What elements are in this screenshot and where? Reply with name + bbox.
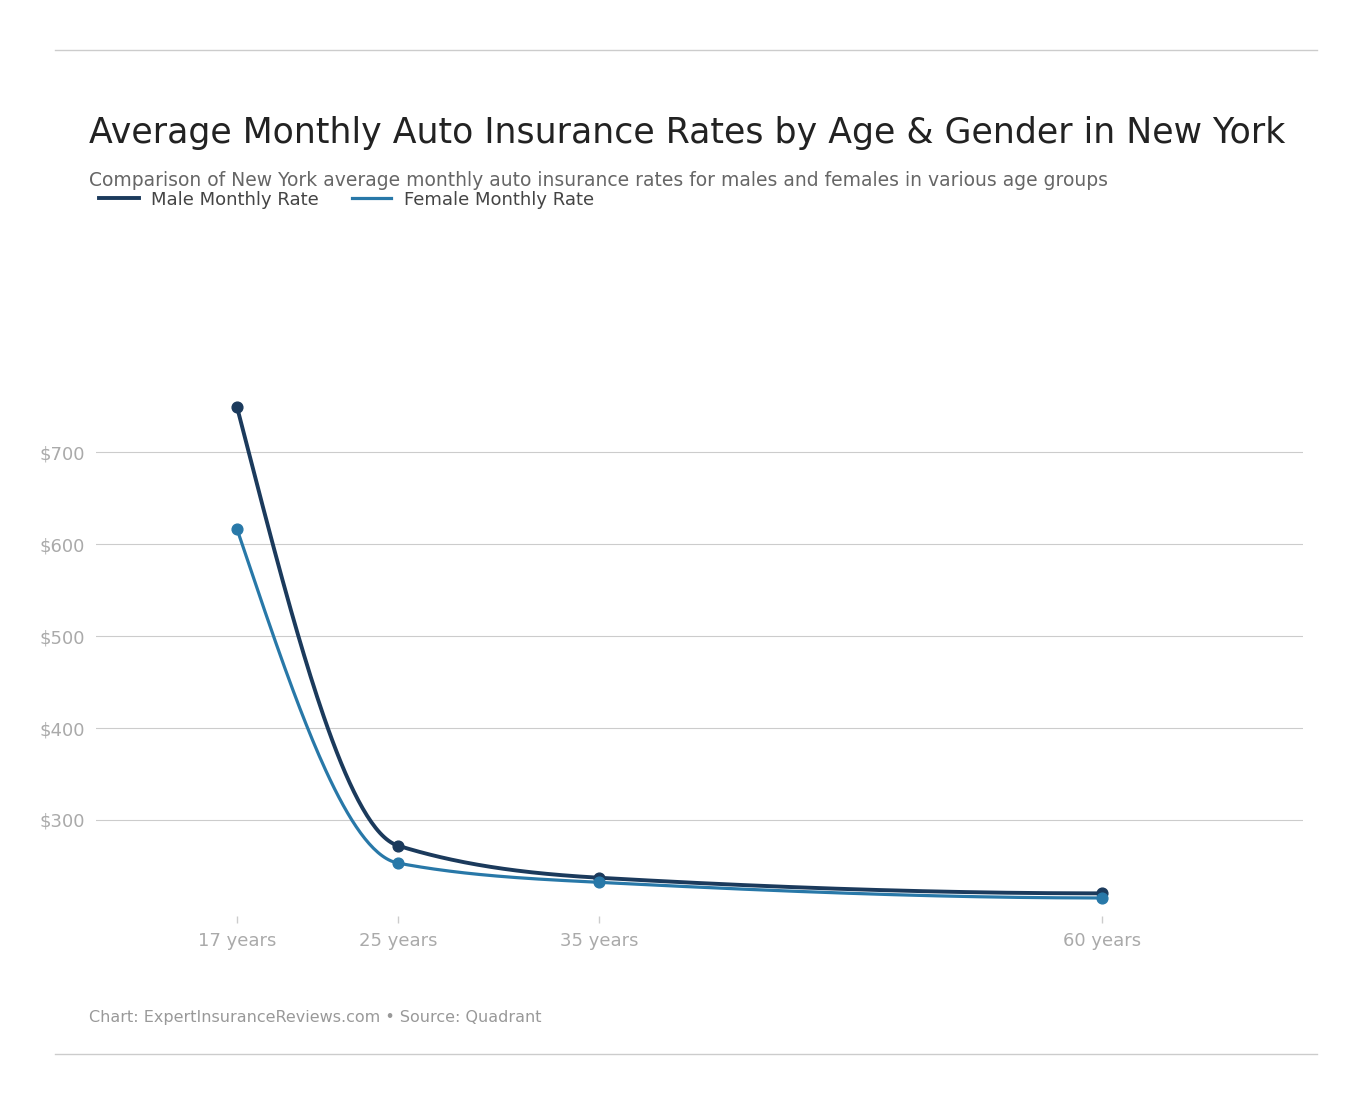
Text: Comparison of New York average monthly auto insurance rates for males and female: Comparison of New York average monthly a… <box>89 171 1109 190</box>
Point <box>589 873 611 891</box>
Point <box>1091 889 1113 906</box>
Text: Average Monthly Auto Insurance Rates by Age & Gender in New York: Average Monthly Auto Insurance Rates by … <box>89 116 1286 150</box>
Point <box>226 520 248 538</box>
Point <box>226 397 248 415</box>
Point <box>589 869 611 887</box>
Text: Chart: ExpertInsuranceReviews.com • Source: Quadrant: Chart: ExpertInsuranceReviews.com • Sour… <box>89 1010 542 1026</box>
Point <box>1091 884 1113 902</box>
Point <box>387 854 409 872</box>
Legend: Male Monthly Rate, Female Monthly Rate: Male Monthly Rate, Female Monthly Rate <box>99 191 594 209</box>
Point <box>387 837 409 854</box>
